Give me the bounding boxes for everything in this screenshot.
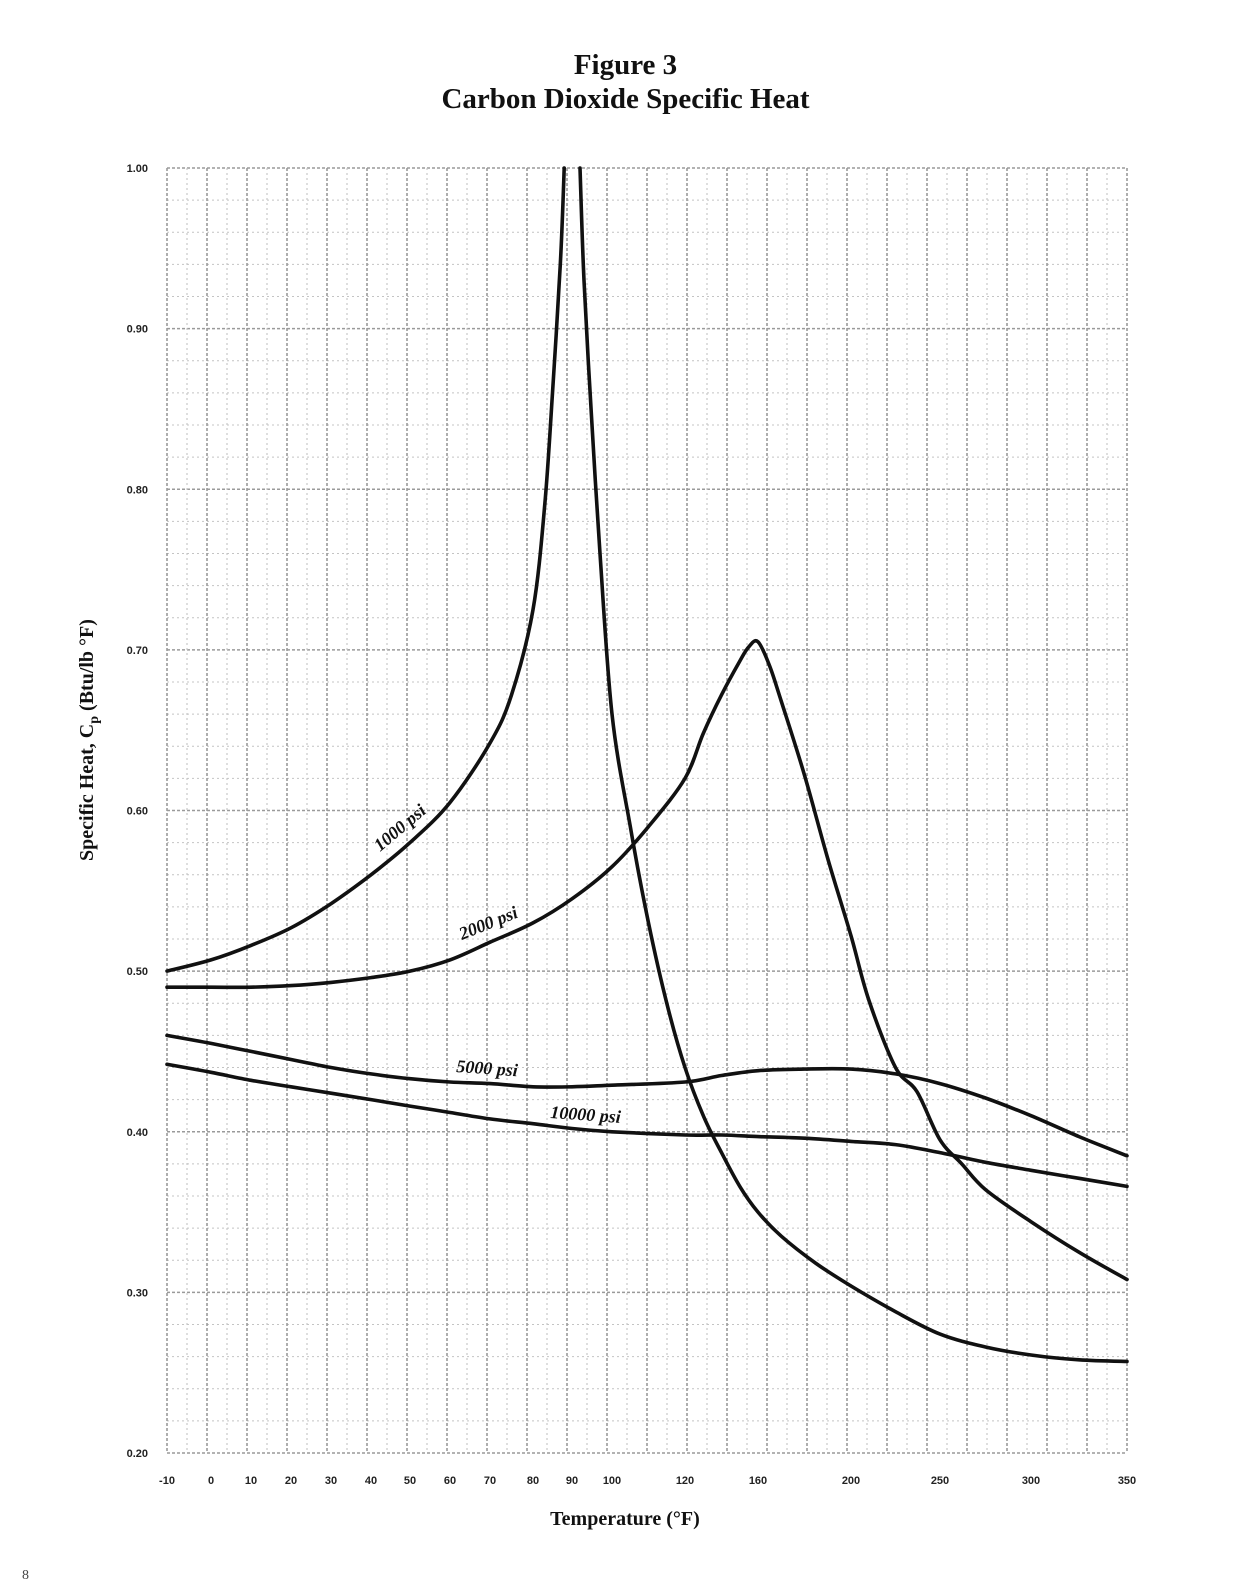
y-tick-label: 0.80 [127,484,148,496]
series-line-1000-psi [578,166,1129,1364]
figure-title: Carbon Dioxide Specific Heat [441,83,810,115]
chart-curves [165,166,1129,1364]
x-tick-label: 60 [444,1475,456,1487]
y-tick-label: 0.20 [127,1448,148,1460]
x-tick-label: 200 [842,1475,860,1487]
page-mark: 8 [22,1568,29,1583]
y-axis-title-subscript: p [87,716,102,724]
x-tick-label: 70 [484,1475,496,1487]
y-tick-label: 0.40 [127,1127,148,1139]
figure-title-block: Figure 3 Carbon Dioxide Specific Heat [0,48,1251,116]
x-tick-label: 160 [749,1475,767,1487]
y-axis-title-main: Specific Heat, C [76,724,98,861]
y-tick-label: 1.00 [127,163,148,175]
x-tick-label: 250 [931,1475,949,1487]
series-label-2000-psi: 2000 psi [455,902,520,944]
x-tick-label: 50 [404,1475,416,1487]
y-axis-title: Specific Heat, Cp (Btu/lb °F) [76,619,102,861]
series-line-10000-psi [165,1062,1129,1189]
series-label-5000-psi: 5000 psi [456,1056,519,1080]
x-tick-label: 10 [245,1475,257,1487]
x-tick-label: 80 [527,1475,539,1487]
x-tick-label: 120 [676,1475,694,1487]
series-label-1000-psi: 1000 psi [370,800,430,855]
x-tick-label: 30 [325,1475,337,1487]
x-axis-ticks: -10 0 10 20 30 40 50 60 70 80 90 100 120 160 200 250 300… [159,1475,1136,1487]
x-tick-label: 100 [603,1475,621,1487]
chart-grid [166,167,1128,1454]
x-tick-label: 350 [1118,1475,1136,1487]
y-axis-ticks: 1.00 0.90 0.80 0.70 0.60 0.50 0.40 0.30 0.20 [127,163,148,1460]
y-tick-label: 0.50 [127,966,148,978]
y-axis-title-units: (Btu/lb °F) [76,619,98,716]
x-tick-label: 90 [566,1475,578,1487]
x-tick-label: -10 [159,1475,175,1487]
y-tick-label: 0.90 [127,324,148,336]
series-line-2000-psi [165,638,1129,1282]
figure-number: Figure 3 [573,49,678,81]
series-label-10000-psi: 10000 psi [550,1102,622,1127]
x-axis-title: Temperature (°F) [550,1508,700,1530]
x-tick-label: 300 [1022,1475,1040,1487]
y-tick-label: 0.30 [127,1287,148,1299]
y-tick-label: 0.60 [127,806,148,818]
x-tick-label: 40 [365,1475,377,1487]
series-line-1000-psi [165,166,566,973]
x-tick-label: 20 [285,1475,297,1487]
y-tick-label: 0.70 [127,645,148,657]
x-tick-label: 0 [208,1475,214,1487]
series-line-5000-psi [165,1033,1129,1158]
